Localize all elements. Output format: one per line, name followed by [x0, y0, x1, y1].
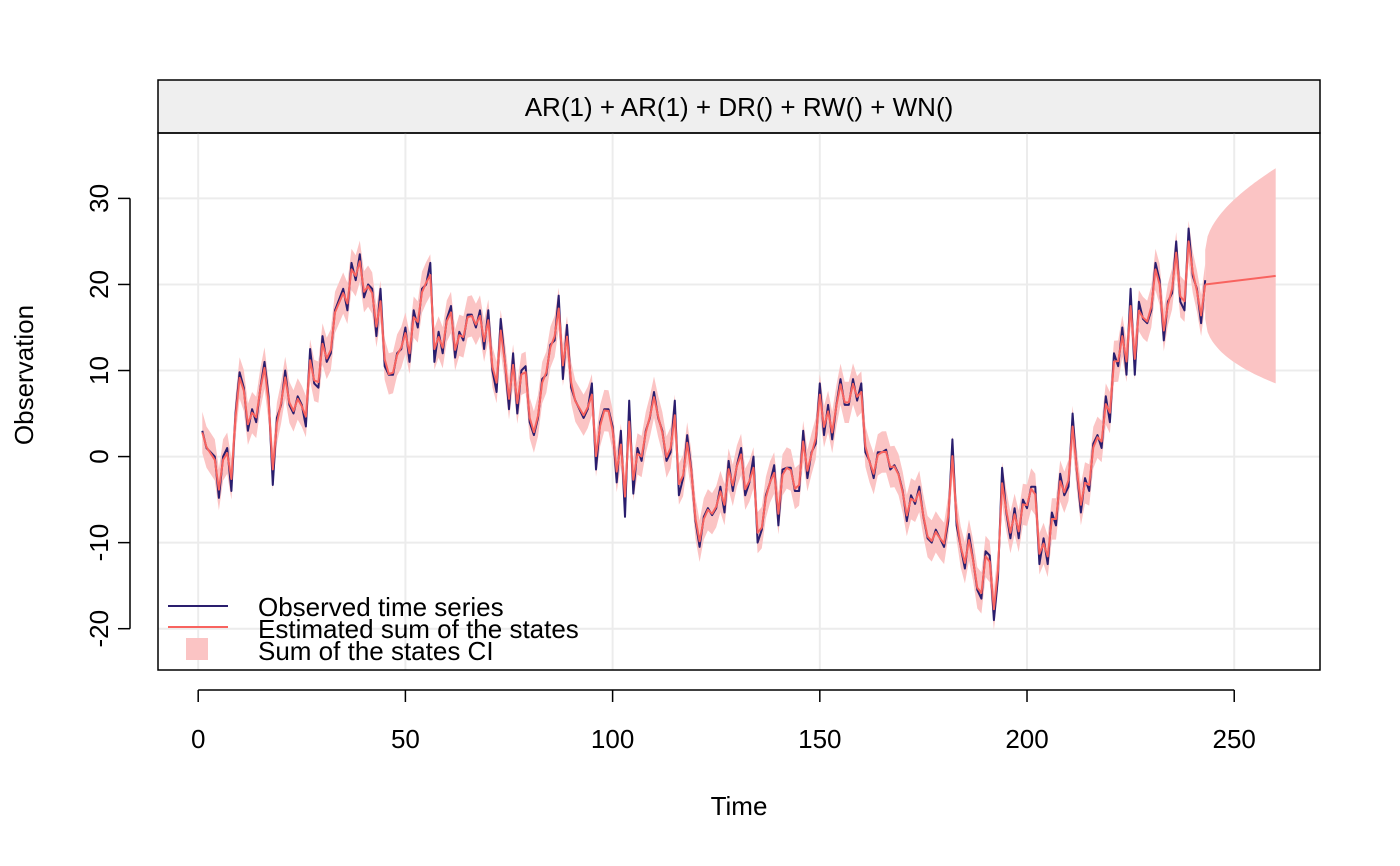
y-tick-label: 10 — [84, 356, 114, 385]
x-tick-label: 200 — [1005, 724, 1048, 754]
x-tick-label: 150 — [798, 724, 841, 754]
x-tick-label: 100 — [591, 724, 634, 754]
plot-frame — [157, 132, 1321, 671]
y-tick-label: -20 — [84, 610, 114, 648]
x-tick-label: 0 — [191, 724, 205, 754]
strip-header — [157, 79, 1321, 134]
y-tick-label: 0 — [84, 449, 114, 463]
x-axis: 0 50 100 150 200 250 — [191, 689, 1256, 754]
forecast-line — [1205, 274, 1276, 286]
chart-title: AR(1) + AR(1) + DR() + RW() + WN() — [525, 92, 954, 122]
legend-ci-swatch — [186, 638, 208, 660]
y-tick-label: -10 — [84, 524, 114, 562]
x-axis-title: Time — [711, 791, 768, 821]
legend-estimated-label: Estimated sum of the states — [258, 614, 579, 644]
x-tick-label: 250 — [1213, 724, 1256, 754]
legend-observed-label: Observed time series — [258, 592, 504, 622]
y-axis: -20 -10 0 10 20 30 — [84, 184, 131, 648]
legend: Observed time series Estimated sum of th… — [168, 592, 579, 666]
estimated-line — [201, 240, 1207, 611]
ci-band-forecast — [1205, 168, 1276, 384]
y-tick-label: 20 — [84, 270, 114, 299]
legend-ci-label: Sum of the states CI — [258, 636, 494, 666]
estimated-series — [201, 240, 1276, 611]
y-axis-title: Observation — [9, 305, 39, 445]
x-tick-label: 50 — [391, 724, 420, 754]
y-tick-label: 30 — [84, 184, 114, 213]
